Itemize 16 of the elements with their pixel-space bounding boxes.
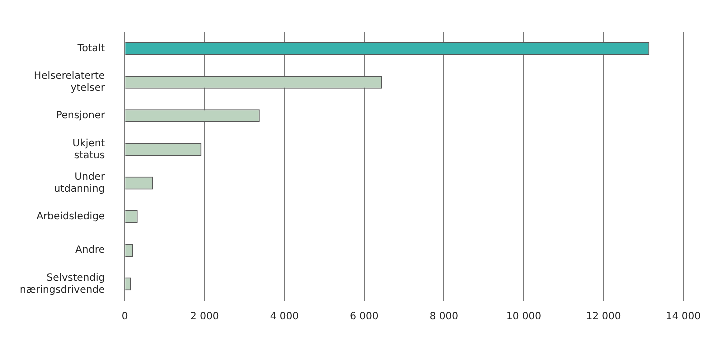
x-tick-label: 2 000: [190, 312, 220, 323]
y-tick-label: Helserelaterte ytelser: [34, 71, 106, 94]
x-tick-label: 6 000: [350, 312, 379, 323]
y-tick-label: Andre: [76, 245, 106, 256]
x-tick-label: 10 000: [506, 312, 542, 323]
y-tick-label: Pensjoner: [56, 110, 106, 122]
x-tick-label: 12 000: [586, 312, 622, 323]
y-tick-label: Ukjent status: [72, 138, 106, 162]
x-tick-label: 8 000: [430, 312, 459, 323]
x-tick-label: 4 000: [270, 312, 299, 323]
y-tick-label: Arbeidsledige: [36, 212, 106, 223]
y-tick-label: Selvstendig næringsdrivende: [20, 272, 106, 296]
y-tick-label: Totalt: [76, 43, 106, 54]
x-tick-label: 14 000: [666, 312, 702, 323]
y-tick-label: Under utdanning: [54, 172, 106, 195]
x-tick-label: 0: [122, 312, 128, 323]
